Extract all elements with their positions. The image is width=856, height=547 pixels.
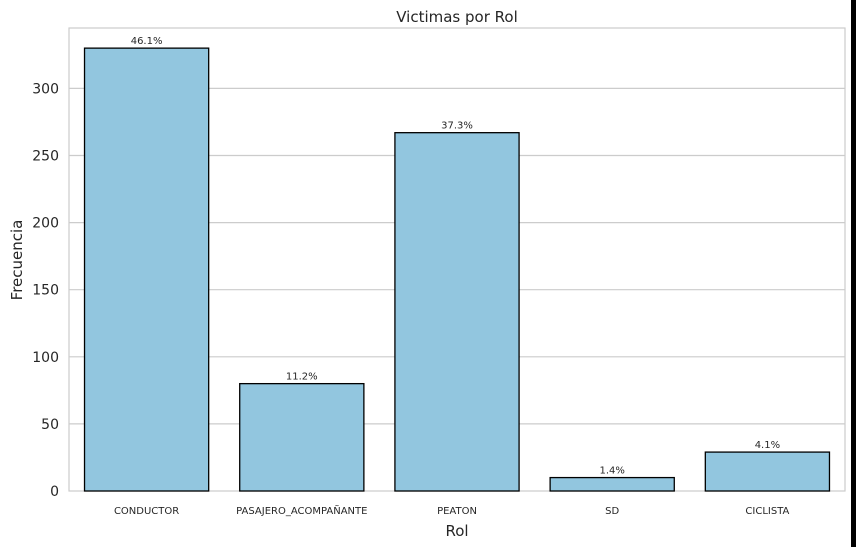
y-tick-label: 50 (41, 417, 59, 433)
bar-5 (704, 451, 831, 492)
x-axis-label: Rol (445, 522, 468, 540)
window-edge (851, 0, 856, 547)
bar-value-labels: 46.1% 11.2% 37.3% 1.4% 4.1% (131, 36, 780, 476)
bar-value-label: 11.2% (286, 372, 318, 383)
bar-value-label: 1.4% (599, 466, 624, 477)
bar-value-label: 37.3% (441, 121, 473, 132)
x-tick-labels: CONDUCTOR PASAJERO_ACOMPAÑANTE PEATON SD CIC… (114, 504, 790, 517)
y-tick-label: 250 (32, 148, 59, 164)
x-tick-label: CONDUCTOR (114, 506, 179, 517)
bar-1 (83, 47, 210, 492)
chart-title: Victimas por Rol (396, 8, 518, 26)
y-tick-label: 300 (32, 81, 59, 97)
y-tick-label: 100 (32, 350, 59, 366)
bar-value-label: 46.1% (131, 36, 163, 47)
y-tick-label: 150 (32, 283, 59, 299)
x-tick-label: CICLISTA (745, 506, 789, 517)
bar-4 (549, 476, 675, 492)
bar-3 (394, 132, 520, 492)
x-tick-label: PEATON (437, 506, 477, 517)
y-tick-label: 0 (50, 484, 59, 500)
bar-value-label: 4.1% (755, 440, 780, 451)
y-axis-label: Frecuencia (8, 220, 26, 301)
bar-2 (239, 382, 365, 492)
y-tick-labels: 0 50 100 150 200 250 300 (32, 81, 59, 500)
x-tick-label: SD (605, 506, 619, 517)
x-tick-label: PASAJERO_ACOMPAÑANTE (236, 504, 367, 517)
bars (83, 47, 831, 492)
y-tick-label: 200 (32, 216, 59, 232)
